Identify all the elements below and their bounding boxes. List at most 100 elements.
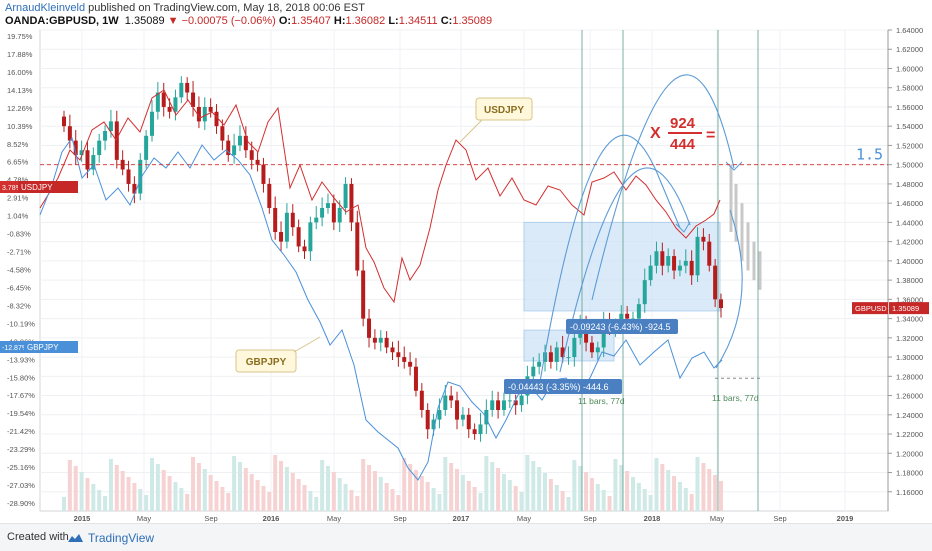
volume-bar	[378, 477, 383, 511]
candle-body	[719, 299, 723, 309]
measure-label-large: -0.09243 (-6.43%) -924.5	[570, 322, 671, 332]
candle-body	[701, 236, 706, 242]
candle-body	[296, 227, 301, 247]
candle-body	[132, 183, 137, 194]
tradingview-brand[interactable]: TradingView	[88, 531, 155, 545]
volume-bar	[636, 483, 641, 511]
left-tick-label: -13.93%	[7, 355, 35, 364]
x-tick-label: May	[710, 514, 724, 523]
left-tick-label: 10.39%	[7, 122, 33, 131]
x-tick-label: Sep	[204, 514, 217, 523]
candle-body	[408, 361, 413, 367]
author-link[interactable]: ArnaudKleinveld	[5, 2, 86, 14]
volume-bar	[507, 480, 512, 511]
candle-body	[179, 82, 184, 98]
left-tick-label: 12.26%	[7, 104, 33, 113]
volume-bar	[284, 467, 289, 511]
candle-body	[648, 265, 653, 281]
price-change: −0.00075 (−0.06%)	[181, 15, 276, 27]
right-tick-label: 1.56000	[896, 103, 923, 112]
volume-bar	[449, 463, 454, 511]
candle-body	[126, 169, 131, 184]
projection-arc-3	[591, 74, 735, 301]
usdjpy-callout-pointer	[459, 119, 483, 143]
usdjpy-callout-box	[475, 97, 533, 121]
right-tick-label: 1.32000	[896, 334, 923, 343]
candle-body	[601, 323, 606, 348]
candle-body	[167, 106, 172, 112]
candle-body	[472, 429, 477, 435]
volume-bar	[108, 459, 113, 511]
candle-body	[355, 222, 360, 271]
arc-arrow-icon	[675, 221, 691, 233]
right-tick-label: 1.30000	[896, 353, 923, 362]
volume-bar	[208, 475, 213, 511]
candle-body	[443, 395, 448, 410]
candle-body	[314, 217, 319, 223]
volume-bar	[525, 455, 530, 511]
x-tick-label: 2018	[644, 514, 661, 523]
volume-bar	[531, 461, 536, 511]
volume-bar	[331, 472, 336, 511]
projection-arc-2	[559, 167, 691, 373]
published-text: published on TradingView.com, May 18, 20…	[85, 2, 365, 14]
candle-body	[419, 390, 424, 410]
candle-body	[707, 241, 712, 266]
measure-label-small: -0.04443 (-3.35%) -444.6	[508, 382, 609, 392]
candle-body	[226, 140, 231, 156]
left-tick-label: -19.54%	[7, 409, 35, 418]
volume-bar	[437, 494, 442, 511]
volume-bar	[683, 488, 688, 511]
volume-bar	[625, 471, 630, 511]
candle-body	[85, 150, 90, 170]
high-label: H:	[333, 15, 346, 27]
volume-bar	[314, 497, 319, 511]
volume-bar	[79, 472, 84, 511]
price-chart[interactable]: 1.16000 1.18000 1.20000 1.22000 1.24000 1.260…	[0, 0, 932, 523]
volume-bar	[185, 494, 190, 511]
candle-body	[290, 212, 295, 228]
volume-bar	[325, 466, 330, 511]
volume-bar	[589, 478, 594, 511]
candle-body	[396, 352, 401, 358]
candle-body	[214, 111, 219, 127]
volume-bar	[607, 496, 612, 511]
candle-body	[79, 150, 84, 156]
candle-body	[460, 414, 465, 420]
x-tick-label: May	[137, 514, 151, 523]
candle-body	[273, 207, 278, 233]
open-value: 1.35407	[291, 15, 331, 27]
volume-bar	[713, 475, 718, 511]
volume-bar	[402, 458, 407, 511]
volume-bar	[431, 488, 436, 511]
volume-bar	[255, 480, 260, 511]
volume-bar	[478, 493, 483, 511]
candle-body	[343, 183, 348, 208]
candle-body	[196, 106, 201, 122]
right-tick-label: 1.20000	[896, 449, 923, 458]
left-tick-label: 16.00%	[7, 68, 33, 77]
volume-bar	[572, 460, 577, 511]
left-tick-label: -23.29%	[7, 445, 35, 454]
volume-bar	[144, 495, 149, 511]
volume-bar	[126, 477, 131, 511]
candle-body	[103, 131, 108, 141]
volume-bar	[343, 484, 348, 511]
volume-bar	[408, 464, 413, 511]
volume-bar	[132, 483, 137, 511]
candle-body	[144, 135, 149, 160]
candle-body	[496, 400, 501, 410]
candle-body	[566, 357, 571, 359]
left-tick-label: 17.88%	[7, 50, 33, 59]
volume-bar	[296, 479, 301, 511]
left-tick-label: -0.83%	[7, 230, 31, 239]
symbol-line: OANDA:GBPUSD, 1W 1.35089 ▼ −0.00075 (−0.…	[5, 15, 492, 27]
candle-body	[331, 203, 336, 223]
close-label: C:	[440, 15, 453, 27]
candle-body	[636, 304, 641, 319]
volume-bar	[595, 484, 600, 511]
volume-bar	[367, 465, 372, 511]
gbpjpy-callout-pointer	[293, 336, 321, 353]
candle-body	[97, 140, 102, 156]
candle-body	[531, 366, 536, 377]
